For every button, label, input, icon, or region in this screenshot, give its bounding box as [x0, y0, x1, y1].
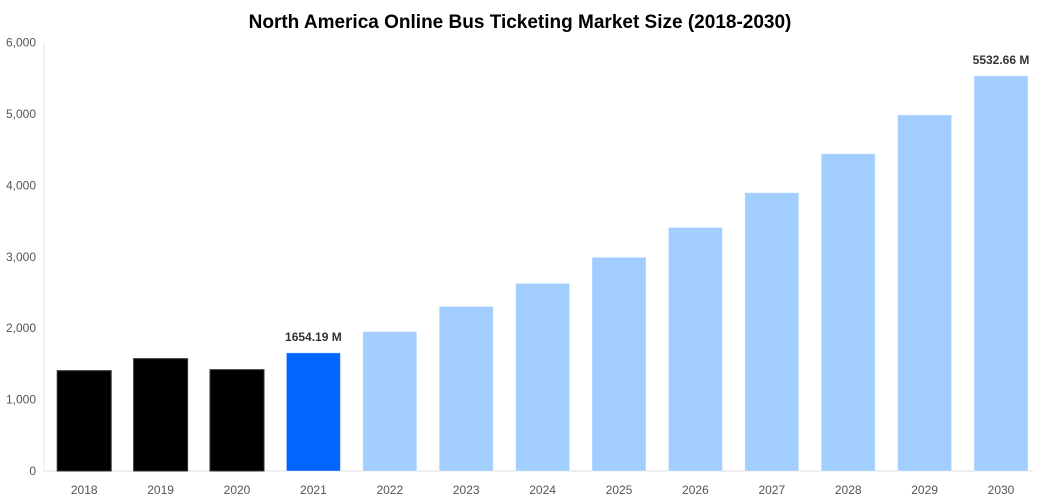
y-tick-label: 3,000	[6, 250, 36, 264]
y-tick-label: 5,000	[6, 107, 36, 121]
x-tick-label: 2026	[682, 483, 709, 497]
x-tick-label: 2028	[835, 483, 862, 497]
x-tick-label: 2022	[376, 483, 403, 497]
bar-2023	[438, 305, 494, 472]
x-tick-label: 2021	[300, 483, 327, 497]
bar-2018	[56, 370, 112, 472]
y-tick-label: 1,000	[6, 393, 36, 407]
x-tick-label: 2029	[911, 483, 938, 497]
x-tick-label: 2030	[988, 483, 1015, 497]
bar-2020	[209, 369, 265, 472]
x-tick-label: 2020	[224, 483, 251, 497]
bar-2030	[973, 75, 1029, 472]
y-tick-label: 6,000	[6, 36, 36, 50]
bar-2021	[285, 352, 341, 472]
bar-2019	[133, 358, 189, 472]
y-tick-label: 4,000	[6, 178, 36, 192]
x-tick-label: 2024	[529, 483, 556, 497]
bar-2027	[744, 192, 800, 472]
bar-2024	[515, 282, 571, 472]
x-tick-label: 2018	[71, 483, 98, 497]
bar-2029	[897, 114, 953, 472]
data-label-2021: 1654.19 M	[285, 330, 342, 344]
bar-2028	[820, 153, 876, 472]
data-label-2030: 5532.66 M	[973, 53, 1030, 67]
x-tick-label: 2019	[147, 483, 174, 497]
x-tick-label: 2023	[453, 483, 480, 497]
bar-2026	[667, 226, 723, 472]
x-tick-label: 2027	[758, 483, 785, 497]
chart-title: North America Online Bus Ticketing Marke…	[249, 12, 792, 33]
y-tick-label: 0	[29, 464, 36, 478]
x-tick-label: 2025	[606, 483, 633, 497]
bar-2025	[591, 256, 647, 472]
bar-2022	[362, 331, 418, 472]
y-tick-label: 2,000	[6, 321, 36, 335]
